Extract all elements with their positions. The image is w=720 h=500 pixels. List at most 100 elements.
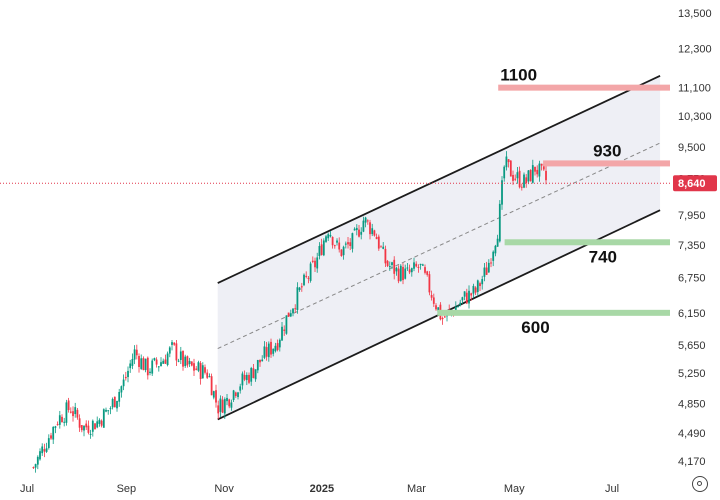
level-band: [437, 309, 670, 316]
candle: [309, 261, 312, 283]
time-axis[interactable]: Jul Sep Nov 2025 Mar May Jul: [20, 483, 619, 495]
candle: [441, 316, 444, 325]
candle: [140, 354, 143, 370]
candle: [338, 237, 341, 253]
candle: [402, 263, 404, 285]
candle: [116, 400, 118, 412]
candle: [432, 293, 435, 307]
level-label: 1100: [500, 66, 537, 85]
candle: [421, 263, 424, 266]
y-tick-label: 9,500: [678, 142, 706, 154]
candle: [50, 432, 52, 440]
candle: [72, 406, 74, 422]
candle: [397, 265, 400, 284]
candle: [415, 261, 418, 268]
candle: [492, 250, 495, 267]
candle: [340, 249, 343, 257]
candle: [474, 286, 477, 296]
candle: [503, 165, 506, 182]
candle: [344, 241, 347, 249]
candle: [298, 286, 301, 292]
candle: [465, 288, 468, 305]
candle: [490, 258, 492, 268]
candle: [463, 291, 466, 301]
candle: [160, 357, 162, 367]
candle: [175, 340, 178, 366]
candle: [498, 200, 501, 243]
candle: [468, 285, 470, 309]
candle: [380, 245, 382, 248]
candle: [413, 257, 415, 272]
candle: [63, 417, 66, 427]
x-tick-label: Nov: [214, 483, 234, 495]
candle: [274, 342, 277, 353]
level-label: 600: [521, 318, 549, 337]
candle: [248, 372, 250, 385]
gear-icon[interactable]: [692, 476, 708, 492]
candle: [377, 234, 380, 251]
candle: [219, 395, 222, 418]
candle: [512, 170, 514, 185]
candle: [382, 242, 385, 250]
candle: [259, 359, 261, 367]
candle: [177, 358, 180, 363]
price-axis[interactable]: 13,50012,30011,10010,3009,5008,7507,9507…: [678, 8, 712, 468]
candle: [107, 410, 110, 415]
candle: [318, 242, 321, 260]
candle: [391, 261, 393, 270]
candle: [186, 355, 189, 368]
candle: [263, 341, 266, 360]
candle: [540, 163, 543, 171]
x-tick-label: Mar: [407, 483, 426, 495]
candle: [395, 266, 398, 276]
candle: [267, 341, 270, 362]
candle: [91, 419, 94, 437]
candle: [283, 325, 286, 336]
candle: [87, 420, 90, 435]
candle: [195, 366, 198, 371]
candle: [485, 261, 488, 275]
candle: [65, 399, 68, 426]
candle: [534, 166, 536, 176]
y-tick-label: 6,750: [678, 272, 706, 284]
candle: [384, 245, 387, 268]
candle: [305, 271, 308, 279]
candle: [164, 354, 167, 364]
candle: [329, 231, 332, 238]
x-tick-label: May: [504, 483, 525, 495]
candle: [179, 346, 182, 365]
candle: [52, 426, 55, 444]
candle: [366, 219, 369, 225]
channel-midline: [217, 142, 661, 350]
y-tick-label: 5,650: [678, 340, 706, 352]
candle: [223, 397, 226, 419]
y-tick-label: 7,350: [678, 240, 706, 252]
candle: [360, 227, 363, 240]
candle: [171, 339, 173, 351]
candle: [168, 346, 171, 358]
candle: [43, 443, 46, 458]
candle: [105, 407, 107, 413]
candle: [509, 160, 512, 177]
candle: [457, 304, 459, 308]
candle: [461, 296, 464, 304]
candle: [102, 408, 105, 428]
x-tick-label: 2025: [310, 483, 334, 495]
candle: [32, 466, 35, 470]
candle: [472, 283, 475, 299]
candle: [501, 176, 503, 210]
candle: [514, 174, 517, 182]
candle: [311, 256, 314, 264]
candle: [303, 273, 305, 287]
candle: [111, 397, 114, 410]
candle: [217, 400, 220, 420]
candle: [36, 455, 39, 470]
candle: [518, 166, 521, 189]
x-tick-label: Sep: [117, 483, 137, 495]
candle: [100, 419, 103, 428]
last-price-marker: 8,640: [0, 175, 717, 192]
y-tick-label: 5,250: [678, 368, 706, 380]
candle: [516, 166, 519, 184]
candle: [133, 345, 136, 365]
